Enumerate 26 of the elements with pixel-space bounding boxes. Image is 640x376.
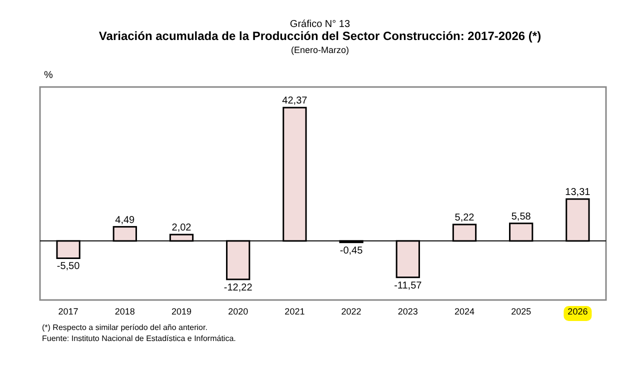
data-label: 2,02 <box>172 222 192 234</box>
x-tick-label: 2023 <box>398 306 418 316</box>
data-label: -12,22 <box>224 282 253 294</box>
y-axis-title: % <box>44 70 53 81</box>
data-label: -5,50 <box>56 261 80 272</box>
text: (*) Respecto a similar período del año anterior. <box>42 323 208 332</box>
data-label: 5,22 <box>454 212 475 224</box>
text: (Enero-Marzo) <box>290 45 350 55</box>
x-tick-label: 2017 <box>58 306 78 316</box>
data-label: 42,37 <box>282 96 308 107</box>
data-label: -0,45 <box>340 245 364 256</box>
source-note: Fuente: Instituto Nacional de Estadística e Informática. <box>42 334 236 343</box>
chart-subtitle: Variación acumulada de la Producción del Sector Construcción: 2017-2026 (*) <box>98 29 542 43</box>
x-tick-label: 2024 <box>454 306 475 316</box>
x-tick-label: 2022 <box>341 306 362 316</box>
data-label: -11,57 <box>394 280 422 292</box>
x-tick-label: 2018 <box>114 306 135 316</box>
x-tick-label: 2020 <box>228 306 248 316</box>
data-label: 13,31 <box>565 187 591 198</box>
x-tick-label: 2021 <box>284 306 305 316</box>
x-tick-label: 2025 <box>511 306 532 316</box>
data-label: 4,49 <box>115 214 136 226</box>
chart-title: Gráfico N° 13 <box>290 19 350 30</box>
data-label: 5,58 <box>511 211 532 222</box>
x-tick-label: 2019 <box>171 306 192 316</box>
x-tick-label: 2026 <box>568 306 588 316</box>
